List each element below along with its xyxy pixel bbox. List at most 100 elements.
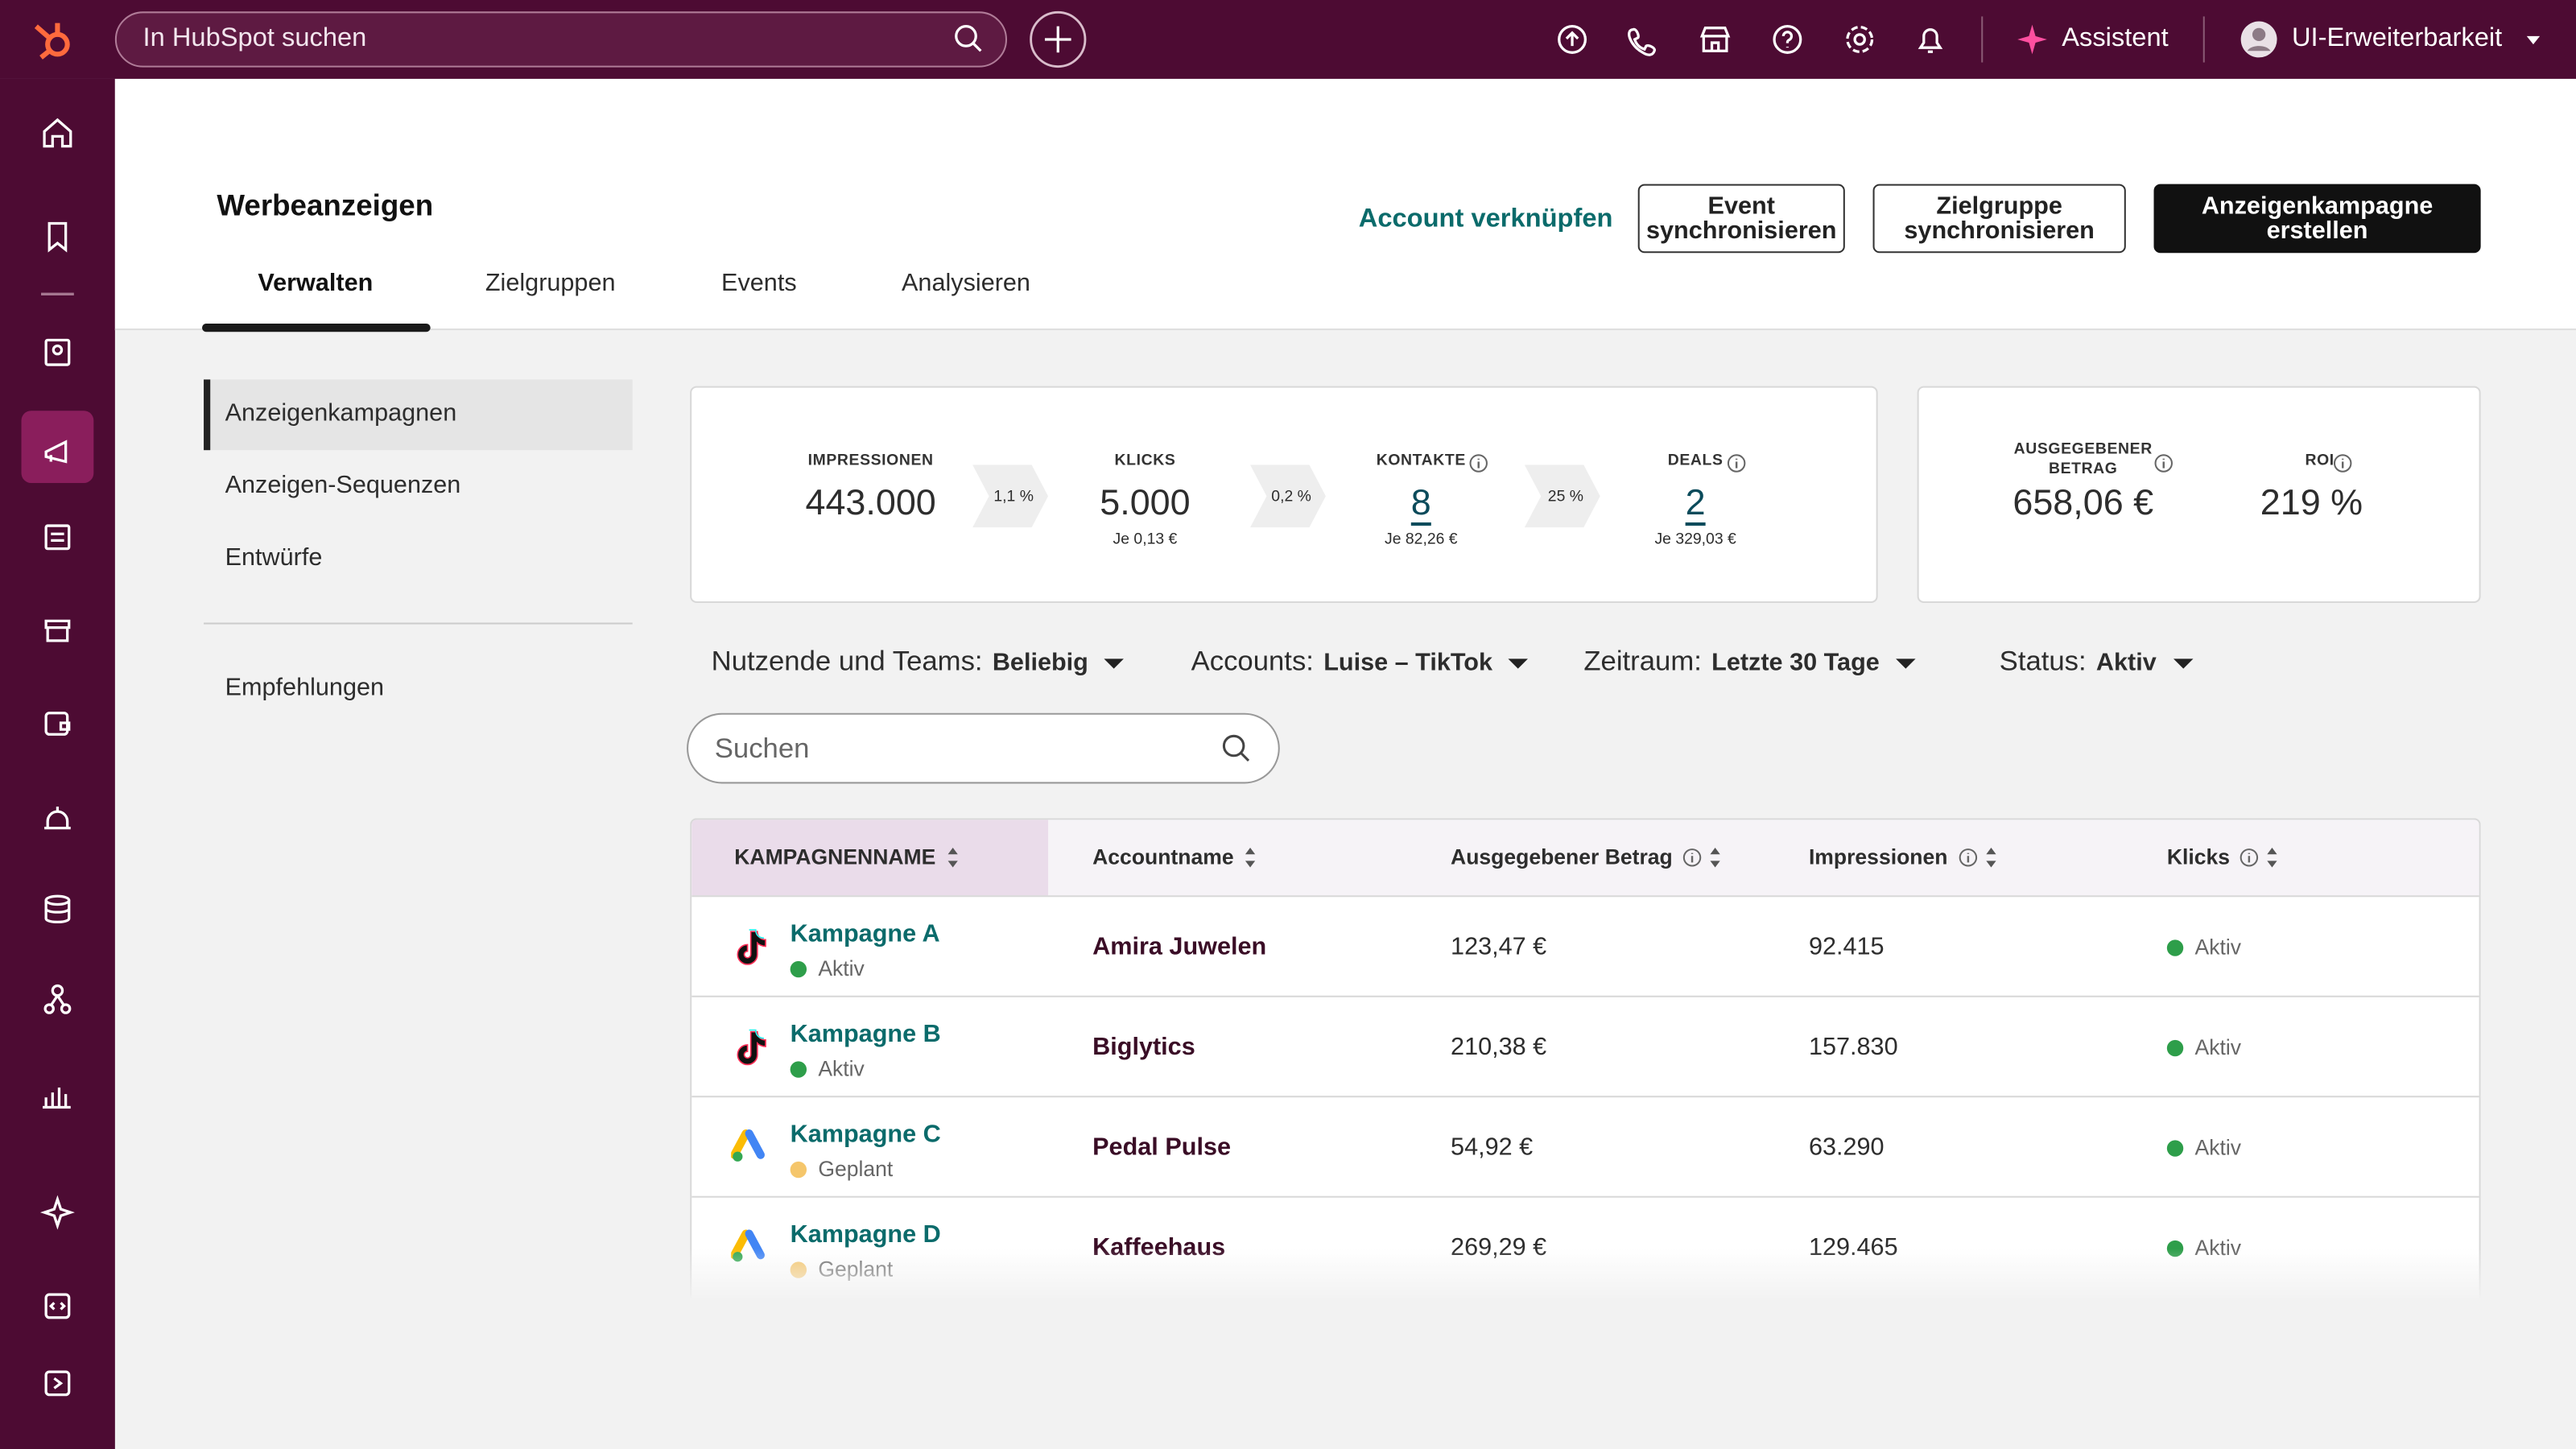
separator [1981,16,1984,63]
status-dot [790,960,807,978]
metric-sub: Je 82,26 € [1385,530,1458,549]
status-dot [790,1161,807,1179]
info-icon [1682,848,1702,867]
sort-icon [1245,848,1256,868]
table-row: Kampagne C Geplant Pedal Pulse 54,92 € 63.29… [691,1096,2479,1198]
tab[interactable]: Analysieren [902,269,1030,298]
impressions: 157.830 [1808,1033,1898,1062]
link-account[interactable]: Account verknüpfen [1358,205,1613,233]
assistant-button[interactable]: Assistent [2062,24,2169,53]
side-item[interactable]: Anzeigen-Sequenzen [225,471,461,500]
sync-event-button[interactable]: Event synchronisieren [1637,184,1845,254]
filter-value: Luise – TikTok [1323,649,1493,677]
sync-audience-button[interactable]: Zielgruppe synchronisieren [1872,184,2126,254]
filter-label: Nutzende und Teams: [711,646,983,677]
status-dot [2166,1039,2184,1057]
clicks-status: Aktiv [2166,1035,2241,1059]
create-campaign-button[interactable]: Anzeigenkampagne erstellen [2153,184,2481,254]
status-dot [790,1061,807,1078]
platform-icon [731,1129,766,1162]
rate-arrow [972,464,1049,528]
campaign-status: Geplant [790,1156,894,1182]
hubspot-logo [34,23,70,60]
column-header[interactable]: KAMPAGNENNAME [734,844,936,869]
tab[interactable]: Zielgruppen [485,269,616,298]
metric-label: DEALS [1667,452,1724,470]
filter[interactable]: Status: Aktiv [2000,646,2193,679]
account-menu[interactable]: UI-Erweiterbarkeit [2291,24,2503,53]
filter-label: Accounts: [1191,646,1314,677]
conversion-rate: 0,2 % [1271,488,1311,506]
sort-icon [1986,848,1996,868]
status-text: Aktiv [818,956,865,981]
metric-sub: Je 329,03 € [1654,530,1736,549]
filter-label: Zeitraum: [1583,646,1702,677]
caret [2173,658,2193,668]
sorted-column [691,819,1049,896]
side-active [204,379,633,451]
status-text: Geplant [818,1156,894,1182]
spent: 54,92 € [1451,1133,1534,1162]
status-text: Aktiv [818,1056,865,1081]
column-header[interactable]: Impressionen [1808,844,1948,869]
filter[interactable]: Nutzende und Teams: Beliebig [712,646,1125,679]
column-header[interactable]: Accountname [1092,844,1234,869]
filter[interactable]: Accounts: Luise – TikTok [1191,646,1529,679]
search-icon [1222,734,1250,762]
summary-label: ROI [2305,452,2334,470]
column-header[interactable]: Ausgegebener Betrag [1451,844,1673,869]
tab[interactable]: Events [721,269,797,298]
campaign-name[interactable]: Kampagne D [790,1220,941,1249]
campaign-status: Aktiv [790,1056,865,1081]
info-icon [1469,454,1488,473]
assistant-icon [2017,24,2047,55]
nav-icons[interactable] [0,79,115,1449]
account-name: Pedal Pulse [1092,1133,1232,1162]
page-title: Werbeanzeigen [217,188,434,222]
platform-icon [737,1029,766,1066]
tab-active[interactable]: Verwalten [258,269,374,298]
filter-value: Beliebig [992,649,1088,677]
campaign-name[interactable]: Kampagne B [790,1020,941,1049]
account-name: Amira Juwelen [1092,933,1267,961]
caret [1896,658,1916,668]
metric-label: IMPRESSIONEN [807,452,934,470]
clicks-status: Aktiv [2166,1135,2241,1160]
filter-value: Aktiv [2095,649,2157,677]
tab-underline [202,324,431,332]
table-search[interactable]: Suchen [687,712,1280,784]
info-icon [2154,454,2173,473]
status-text: Aktiv [2194,935,2242,960]
side-nav [0,78,115,1449]
account-name: Biglytics [1092,1033,1195,1062]
caret [1104,658,1125,668]
toolbar-icons[interactable] [1553,19,1963,59]
campaign-name[interactable]: Kampagne C [790,1120,941,1149]
side-item[interactable]: Entwürfe [225,543,323,572]
filter[interactable]: Zeitraum: Letzte 30 Tage [1583,646,1916,679]
metric-value[interactable]: 8 [1410,481,1431,522]
add-button[interactable] [1029,10,1088,68]
filter-label: Status: [1999,646,2087,677]
info-icon [1727,454,1746,473]
impressions: 63.290 [1808,1133,1885,1162]
fade [690,1249,2481,1302]
side-item[interactable]: Empfehlungen [225,673,385,702]
summary-value: 658,06 € [2013,481,2154,522]
campaign-name[interactable]: Kampagne A [790,919,940,948]
rate-arrow [1524,464,1600,528]
conversion-rate: 25 % [1547,488,1583,506]
metric-sub: Je 0,13 € [1113,530,1178,549]
column-header[interactable]: Klicks [2166,844,2231,869]
status-dot [2166,1140,2184,1157]
metric-value[interactable]: 2 [1685,481,1706,522]
sort-icon [1710,848,1720,868]
campaign-table: KAMPAGNENNAME Accountname Ausgegebener Bet… [690,818,2481,1298]
side-item[interactable]: Anzeigenkampagnen [225,398,457,427]
global-search[interactable]: In HubSpot suchen [114,11,1008,68]
metric-value: 5.000 [1100,481,1191,522]
filter-value: Letzte 30 Tage [1711,649,1880,677]
table-row: Kampagne A Aktiv Amira Juwelen 123,47 € 92.4… [691,895,2479,997]
